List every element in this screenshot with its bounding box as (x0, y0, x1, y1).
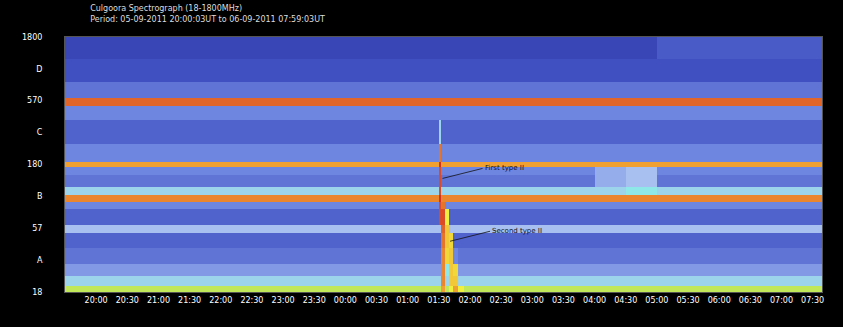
svg-text:D: D (36, 65, 42, 74)
svg-text:02:00: 02:00 (458, 296, 481, 305)
svg-text:04:00: 04:00 (583, 296, 606, 305)
svg-text:23:00: 23:00 (272, 296, 295, 305)
svg-text:20:00: 20:00 (85, 296, 108, 305)
svg-text:01:00: 01:00 (396, 296, 419, 305)
svg-text:22:00: 22:00 (209, 296, 232, 305)
svg-text:22:30: 22:30 (240, 296, 263, 305)
svg-text:01:30: 01:30 (427, 296, 450, 305)
svg-text:07:30: 07:30 (801, 296, 824, 305)
svg-text:21:00: 21:00 (147, 296, 170, 305)
svg-text:B: B (37, 192, 43, 201)
svg-text:03:00: 03:00 (521, 296, 544, 305)
svg-text:180: 180 (27, 160, 42, 169)
svg-text:06:00: 06:00 (708, 296, 731, 305)
svg-text:00:30: 00:30 (365, 296, 388, 305)
svg-text:02:30: 02:30 (490, 296, 513, 305)
svg-text:06:30: 06:30 (739, 296, 762, 305)
svg-text:07:00: 07:00 (770, 296, 793, 305)
svg-text:570: 570 (27, 96, 42, 105)
svg-text:First type II: First type II (485, 164, 524, 172)
svg-text:C: C (37, 128, 43, 137)
svg-text:04:30: 04:30 (614, 296, 637, 305)
svg-text:A: A (37, 256, 43, 265)
svg-text:18: 18 (32, 288, 42, 297)
svg-text:23:30: 23:30 (303, 296, 326, 305)
svg-text:57: 57 (32, 224, 42, 233)
svg-text:Second type II: Second type II (492, 227, 542, 235)
svg-text:05:00: 05:00 (645, 296, 668, 305)
svg-text:00:00: 00:00 (334, 296, 357, 305)
svg-text:Culgoora Spectrograph (18-1800: Culgoora Spectrograph (18-1800MHz)Period… (90, 4, 325, 23)
svg-text:21:30: 21:30 (178, 296, 201, 305)
svg-text:05:30: 05:30 (677, 296, 700, 305)
svg-text:20:30: 20:30 (116, 296, 139, 305)
svg-text:1800: 1800 (22, 33, 42, 42)
svg-text:03:30: 03:30 (552, 296, 575, 305)
